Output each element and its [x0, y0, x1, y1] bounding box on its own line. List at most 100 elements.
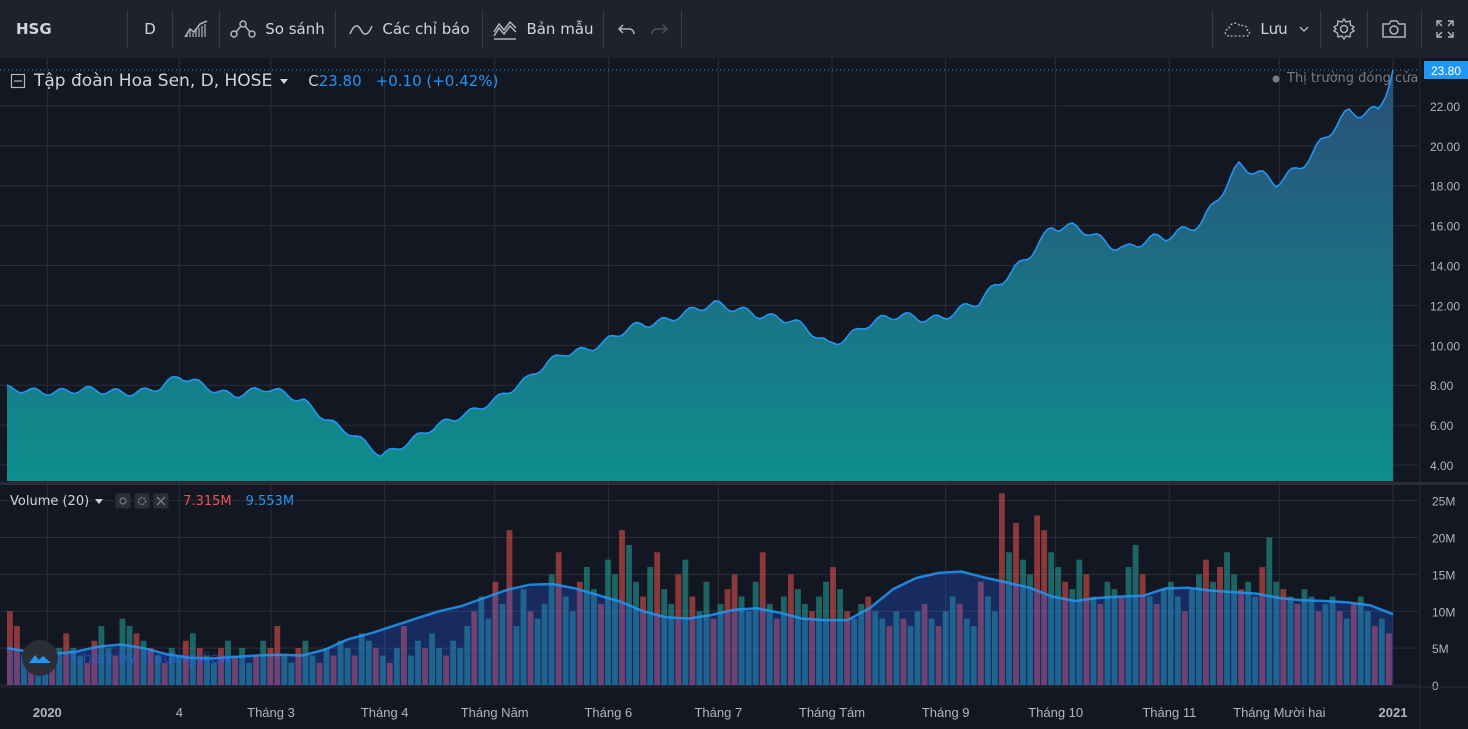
volume-bar [555, 552, 562, 685]
volume-bar [1111, 589, 1118, 685]
time-axis-tick-label: Tháng 4 [361, 705, 409, 720]
caret-down-icon[interactable] [278, 76, 290, 86]
volume-bar [1188, 589, 1195, 685]
redo-button[interactable] [644, 0, 674, 58]
time-axis-tick-label: 4 [176, 705, 183, 720]
fullscreen-button[interactable] [1422, 0, 1468, 58]
caret-down-icon[interactable] [93, 496, 105, 506]
price-axis-tick-label: 12.00 [1430, 299, 1460, 313]
symbol-search-button[interactable]: HSG [0, 0, 125, 58]
time-axis-tick-label: 2020 [33, 705, 62, 720]
price-axis-tick-label: 10.00 [1430, 339, 1460, 353]
volume-bar [49, 662, 56, 685]
collapse-legend-icon[interactable] [10, 73, 26, 89]
volume-bar [893, 611, 900, 685]
divider [1421, 10, 1422, 48]
volume-bar [422, 648, 428, 685]
market-status: Thị trường đóng cửa [1271, 71, 1418, 86]
volume-bar [1301, 589, 1308, 685]
volume-bar [1259, 567, 1266, 685]
volume-bar [830, 567, 836, 685]
volume-bar [977, 581, 984, 685]
volume-bar [1245, 581, 1252, 685]
volume-bar [119, 618, 126, 685]
volume-bar [147, 648, 154, 685]
eye-icon[interactable] [115, 493, 131, 509]
volume-bar [1020, 559, 1026, 685]
tradingview-logo [22, 640, 58, 676]
volume-bar [450, 640, 457, 685]
volume-bar [232, 655, 238, 685]
chart-style-button[interactable] [173, 0, 219, 58]
price-volume-chart[interactable]: 23.80 4.00 6.00 8.00 10.00 12.00 14.00 16.00 18… [0, 58, 1468, 729]
volume-bar [499, 603, 506, 685]
volume-bar [1308, 596, 1315, 685]
volume-bar [1076, 559, 1083, 685]
volume-bar [780, 596, 787, 685]
compare-icon [230, 20, 256, 38]
volume-bar [1048, 552, 1055, 685]
volume-ma-value: 9.553M [245, 493, 295, 509]
volume-bar [1350, 603, 1357, 685]
settings-button[interactable] [1321, 0, 1367, 58]
volume-bar [337, 640, 344, 685]
interval-button[interactable]: D [128, 0, 172, 58]
area-chart-icon [184, 20, 208, 38]
screenshot-button[interactable] [1368, 0, 1420, 58]
volume-bar [56, 648, 63, 685]
series-title[interactable]: Tập đoàn Hoa Sen, D, HOSE [34, 71, 273, 91]
volume-bar [928, 618, 935, 685]
volume-bar [837, 589, 844, 685]
volume-bar [787, 574, 794, 685]
volume-bar [612, 574, 618, 685]
volume-bar [921, 603, 928, 685]
volume-bar [1357, 596, 1364, 685]
volume-bar [956, 603, 963, 685]
volume-bar [942, 611, 949, 685]
volume-bar [970, 626, 977, 685]
volume-bar [464, 626, 471, 685]
volume-bar [1146, 596, 1153, 685]
volume-bar [358, 633, 365, 685]
volume-bar [379, 655, 386, 685]
price-axis-tick-label: 6.00 [1430, 419, 1454, 433]
close-icon[interactable] [153, 493, 169, 509]
symbol-label: HSG [16, 20, 52, 38]
volume-bar [1280, 589, 1287, 685]
volume-bar [1153, 603, 1160, 685]
tradingview-watermark[interactable]: Chart by TradingView [22, 640, 232, 676]
compare-button[interactable]: So sánh [220, 0, 334, 58]
volume-bar [1224, 552, 1230, 685]
divider [219, 10, 220, 48]
volume-bar [1287, 596, 1294, 685]
volume-bar [605, 559, 611, 685]
volume-bar [1364, 611, 1371, 685]
undo-icon [617, 24, 635, 35]
volume-bar [794, 589, 801, 685]
volume-title[interactable]: Volume (20) [10, 493, 90, 509]
volume-bar [168, 648, 175, 685]
volume-bar [457, 648, 464, 685]
settings-icon[interactable] [134, 493, 150, 509]
indicators-icon [349, 25, 374, 35]
volume-axis-tick-label: 20M [1432, 532, 1455, 546]
volume-bar [478, 596, 485, 685]
volume-bar [626, 544, 632, 685]
volume-ma-area [7, 571, 1393, 685]
divider [681, 10, 682, 48]
volume-bar [865, 596, 872, 685]
save-button[interactable]: Lưu [1213, 0, 1319, 58]
volume-axis-tick-label: 10M [1432, 605, 1455, 619]
volume-bar [999, 493, 1005, 685]
volume-bar [647, 567, 654, 685]
chart-area[interactable]: 23.80 4.00 6.00 8.00 10.00 12.00 14.00 16.00 18… [0, 58, 1468, 729]
templates-icon [493, 20, 517, 40]
volume-bar [372, 648, 379, 685]
volume-axis-tick-label: 5M [1432, 642, 1449, 656]
undo-button[interactable] [612, 0, 642, 58]
volume-bar [534, 618, 541, 685]
volume-bar [1385, 633, 1392, 685]
indicators-button[interactable]: Các chỉ báo [336, 0, 482, 58]
templates-button[interactable]: Bản mẫu [483, 0, 603, 58]
last-price-badge [1424, 60, 1468, 79]
